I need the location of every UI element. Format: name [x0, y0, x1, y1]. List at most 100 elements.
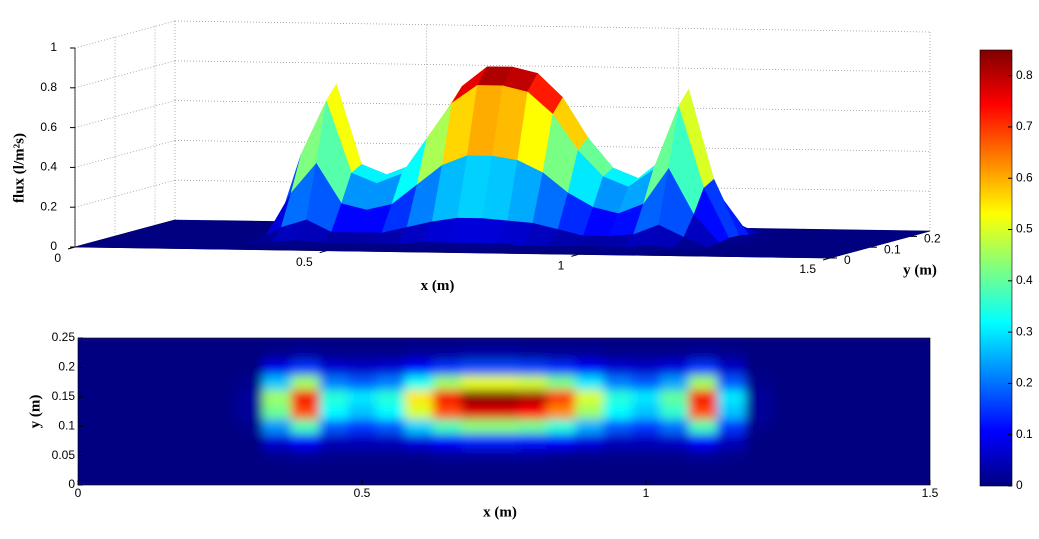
heatmap-cell	[319, 418, 349, 435]
heatmap-cell	[773, 404, 803, 420]
heatmap-cell	[546, 404, 576, 420]
heatmap-cell	[859, 462, 888, 479]
heatmap-cell	[291, 389, 320, 405]
heatmap-cell	[234, 433, 264, 449]
heatmap-cell	[376, 418, 406, 435]
heatmap-cell	[518, 433, 548, 449]
heatmap-cell	[149, 345, 178, 361]
heatmap-cell	[234, 418, 264, 435]
heatmap-cell	[291, 360, 320, 376]
heatmap-cell	[262, 462, 292, 479]
grid-line	[174, 60, 931, 73]
heatmap-cell	[773, 360, 803, 376]
y-tick-label: 0.2	[924, 232, 941, 246]
heatmap-cell	[546, 462, 576, 479]
z-tick-label: 0.2	[40, 199, 57, 213]
heatmap-cell	[915, 462, 930, 479]
heatmap-cell	[546, 477, 576, 485]
heatmap-cell	[802, 404, 832, 420]
heatmap-cell	[830, 345, 860, 361]
heatmap-cell	[518, 462, 548, 479]
heatmap-cell	[234, 448, 264, 464]
heatmap-cell	[802, 433, 832, 449]
heatmap-cell	[433, 374, 462, 390]
heatmap-cell	[120, 389, 150, 405]
heatmap-cell	[92, 448, 122, 464]
heatmap-cell	[915, 433, 930, 449]
heatmap-cell	[546, 389, 576, 405]
heatmap-cell	[234, 338, 264, 346]
heatmap-cell	[92, 418, 122, 435]
z-tick-label: 1	[50, 40, 57, 54]
heatmap-cell	[177, 418, 207, 435]
heatmap-cell	[120, 448, 150, 464]
heatmap-cell	[404, 433, 434, 449]
heatmap-cell	[205, 389, 235, 405]
heatmap-cell	[717, 433, 746, 449]
heatmap-cell	[802, 462, 832, 479]
heatmap-cell	[149, 418, 178, 435]
heatmap-cell	[575, 448, 604, 464]
heatmap-cell	[234, 374, 264, 390]
heatmap-cell	[603, 389, 633, 405]
heatmap-cell	[78, 462, 93, 479]
heatmap-cell	[518, 374, 548, 390]
x-tick-label: 1.5	[922, 486, 939, 500]
heatmap-cell	[745, 433, 775, 449]
heatmap-cell	[433, 433, 462, 449]
heatmap-cell	[802, 389, 832, 405]
x-tick-label: 0	[75, 486, 82, 500]
z-tick-label: 0	[50, 239, 57, 253]
heatmap-cell	[78, 477, 93, 485]
heatmap-cell	[205, 462, 235, 479]
heatmap-cell	[631, 374, 661, 390]
colorbar: 0 0.1 0.2 0.3 0.4 0.5 0.6 0.7 0.8	[979, 49, 1033, 492]
heatmap-cell	[120, 360, 150, 376]
heatmap-cell	[631, 462, 661, 479]
heatmap-cell	[546, 360, 576, 376]
heatmap-cell	[461, 477, 491, 485]
colorbar-tick-label: 0.8	[1016, 68, 1033, 82]
heatmap-cell	[149, 389, 178, 405]
heatmap-cell	[177, 477, 207, 485]
heatmap-cell	[575, 389, 604, 405]
heatmap-cell	[717, 345, 746, 361]
heatmap-cell	[92, 389, 122, 405]
heatmap-cell	[631, 404, 661, 420]
heatmap-cell	[915, 360, 930, 376]
heatmap-cell	[177, 360, 207, 376]
heatmap-cell	[404, 345, 434, 361]
heatmap-cell	[688, 448, 718, 464]
heatmap-cell	[291, 404, 320, 420]
heatmap-cell	[745, 338, 775, 346]
heatmap-cell	[773, 448, 803, 464]
heatmap-cell	[262, 374, 292, 390]
heatmap-cell	[830, 433, 860, 449]
heatmap-cell	[660, 433, 690, 449]
heatmap-cell	[745, 462, 775, 479]
heatmap-cell	[205, 433, 235, 449]
heatmap-cell	[234, 389, 264, 405]
heatmap-cell	[745, 404, 775, 420]
heatmap-cell	[120, 374, 150, 390]
heatmap-cell	[262, 389, 292, 405]
heatmap-cell	[120, 462, 150, 479]
plot-frame	[77, 337, 931, 486]
colorbar-tick-label: 0.5	[1016, 222, 1033, 236]
heatmap-cell	[489, 389, 519, 405]
heatmap-cell	[575, 360, 604, 376]
y-tick-label: 0.1	[58, 418, 75, 432]
heatmap-cell	[773, 477, 803, 485]
heatmap-cell	[859, 448, 888, 464]
heatmap-cell	[461, 345, 491, 361]
heatmap-cell	[92, 462, 122, 479]
heatmap-cell	[376, 477, 406, 485]
colorbar-tick-label: 0.3	[1016, 324, 1033, 338]
heatmap-cell	[291, 448, 320, 464]
x-axis-label: x (m)	[483, 504, 517, 520]
heatmap-cell	[688, 477, 718, 485]
heatmap-cell	[489, 374, 519, 390]
heatmap-cell	[149, 374, 178, 390]
heatmap-cell	[688, 360, 718, 376]
heatmap-cell	[92, 404, 122, 420]
